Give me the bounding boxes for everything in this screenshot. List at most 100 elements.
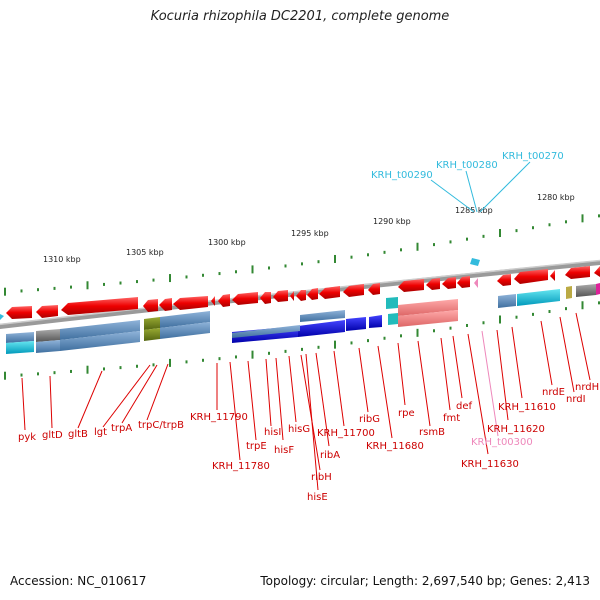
gene-label: KRH_11700 [317,428,375,439]
minor-tick [317,260,320,264]
lower-tick-track [4,301,600,380]
gene-arrow [426,278,440,290]
minor-tick [548,223,551,227]
gene-label: nrdE [542,387,565,398]
minor-tick [235,355,237,359]
minor-tick [53,286,56,290]
gene-label: nrdI [566,394,586,405]
gene-arrow [442,277,456,289]
gene-arrow [296,290,306,301]
minor-tick [350,255,353,259]
minor-tick [218,357,221,361]
minor-tick [449,240,452,244]
scale-labels: 1310 kbp 1305 kbp 1300 kbp 1295 kbp 1290… [43,193,575,264]
major-tick [416,328,419,337]
minor-tick [119,281,122,285]
gene-arrow [6,306,32,319]
gene-label: KRH_11630 [461,459,519,470]
major-tick [169,358,171,367]
gene-arrow [594,266,600,277]
gene-arrow [457,276,470,288]
gene-labels: pyk gltD gltB lgt trpA trpC/trpB KRH_117… [18,382,599,503]
trna-leader [479,161,531,213]
minor-tick [515,315,518,319]
gene-label: fmt [443,413,460,424]
minor-tick [400,334,402,338]
scale-label: 1305 kbp [126,248,164,257]
minor-tick [70,369,72,373]
minor-tick [103,367,105,371]
major-tick [499,315,501,324]
minor-tick [466,237,468,241]
genome-summary-text: Topology: circular; Length: 2,697,540 bp… [260,574,590,588]
pseudo-leader [481,330,499,437]
gene-label: rsmB [419,427,445,438]
minor-tick [136,280,138,284]
pseudo-gene-arrow [474,278,478,288]
classification-bands [6,283,600,354]
gene-arrow [218,294,230,307]
gene-arrow [159,298,172,311]
major-tick [499,229,501,238]
minor-tick [565,307,567,311]
scale-label: 1290 kbp [373,217,411,226]
minor-tick [103,282,105,286]
gene-arrow [514,269,548,284]
minor-tick [433,243,435,247]
major-tick [581,301,584,310]
gene-arrow [290,291,294,301]
gene-arrow [386,297,398,309]
minor-tick [284,264,287,268]
gene-arrow [307,288,318,300]
gene-label: ribA [320,450,340,461]
trna-marker [0,314,4,320]
gene-arrow [273,290,288,302]
major-tick [251,265,254,274]
minor-tick [37,288,39,292]
minor-tick [466,323,468,327]
minor-tick [235,270,237,274]
gene-label: KRH_11780 [212,461,270,472]
minor-tick [37,372,39,376]
minor-tick [152,278,155,282]
gene-arrow [61,297,138,315]
minor-tick [565,220,567,224]
gene-label: hisE [307,492,328,503]
minor-tick [598,214,600,218]
minor-tick [136,364,138,368]
scale-label: 1295 kbp [291,229,329,238]
gene-arrow [388,313,398,325]
gene-arrow [343,284,364,297]
minor-tick [202,273,204,277]
map-title: Kocuria rhizophila DC2201, complete geno… [150,9,450,24]
gene-arrow [143,299,158,312]
minor-tick [185,360,188,364]
minor-tick [433,329,435,333]
minor-tick [152,363,155,367]
gene-label: nrdH [575,382,599,393]
minor-tick [449,326,452,330]
gene-arrow [260,292,271,304]
gene-arrow [565,266,590,279]
gene-label: pyk [18,432,36,443]
gene-label: lgt [94,427,107,438]
minor-tick [301,262,303,266]
gene-arrow [550,270,555,281]
scale-label: 1285 kbp [455,206,493,215]
minor-tick [350,341,353,345]
gene-label: ribH [311,472,332,483]
minor-tick [119,366,122,370]
gene-label: hisI [264,427,281,438]
major-tick [4,287,6,296]
gene-arrow [232,292,258,305]
minor-tick [532,312,534,316]
minor-tick [301,347,303,351]
gene-label: KRH_11620 [487,424,545,435]
gene-label: gltB [68,429,88,440]
gene-label: KRH_11610 [498,402,556,413]
minor-tick [202,358,204,362]
minor-tick [185,275,188,279]
gene-arrows-reverse [6,266,600,319]
minor-tick [383,250,386,254]
